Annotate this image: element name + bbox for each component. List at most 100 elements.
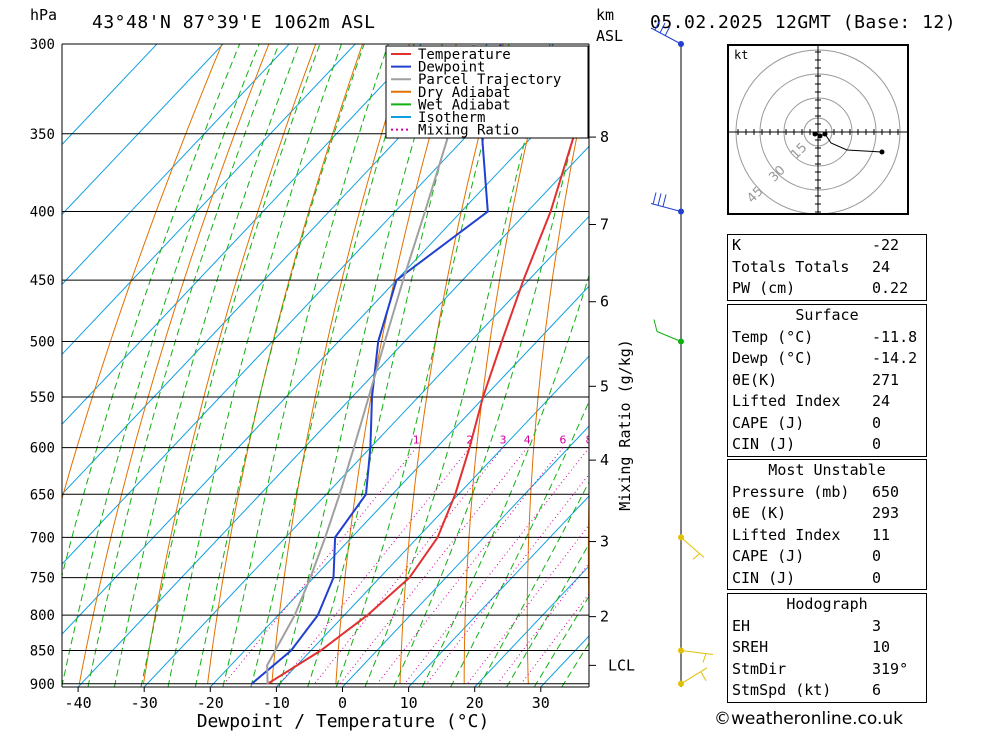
isotherm-line xyxy=(62,44,422,425)
hodo-ring-15: 15 xyxy=(788,140,810,162)
mu-title: Most Unstable xyxy=(768,461,886,479)
km-tick-label: 2 xyxy=(600,608,609,626)
sfc-temp-label: Temp (°C) xyxy=(732,327,814,346)
pressure-tick-label: 450 xyxy=(30,273,55,289)
wet-adiabat-line xyxy=(506,542,589,687)
hodo-point xyxy=(822,131,828,137)
wet-adiabat-line xyxy=(335,44,510,687)
dewpoint-line xyxy=(251,44,502,685)
totals-row: Totals Totals 24 xyxy=(728,257,926,279)
hodo-ring-30: 30 xyxy=(766,163,788,185)
k-index-value: -22 xyxy=(872,236,900,254)
sfc-cin-row: CIN (J) 0 xyxy=(728,434,926,456)
x-axis-label: Dewpoint / Temperature (°C) xyxy=(197,711,490,732)
x-tick-label: -30 xyxy=(131,694,158,712)
totals-value: 24 xyxy=(872,257,891,276)
wind-barb xyxy=(680,649,714,663)
mixing-ratio-line xyxy=(520,593,589,685)
pressure-tick-label: 900 xyxy=(30,677,55,693)
wind-barb xyxy=(650,192,682,213)
km-tick-label: 7 xyxy=(600,215,609,233)
x-tick-label: 0 xyxy=(338,694,347,712)
eh-row: EH 3 xyxy=(728,616,926,638)
k-index-row: K -22 xyxy=(728,235,926,257)
isotherm-line xyxy=(62,44,356,356)
wet-adiabat-line xyxy=(478,481,589,687)
sfc-dewp-row: Dewp (°C) -14.2 xyxy=(728,348,926,370)
mixing-ratio-label: 2 xyxy=(466,434,473,447)
x-tick-label: 20 xyxy=(466,694,484,712)
hodo-point xyxy=(879,149,885,155)
stmspd-label: StmSpd (kt) xyxy=(732,681,832,699)
wind-barb xyxy=(680,537,705,560)
wet-adiabat-line xyxy=(62,44,241,578)
mu-li-value: 11 xyxy=(872,525,891,544)
pressure-tick-label: 750 xyxy=(30,571,55,587)
wet-adiabat-line xyxy=(307,44,475,687)
sfc-cape-value: 0 xyxy=(872,413,882,432)
stmdir-label: StmDir xyxy=(732,659,787,678)
hodo-unit: kt xyxy=(734,48,748,62)
mixing-ratio-label: 25 xyxy=(693,434,707,447)
stmspd-row: StmSpd (kt) 6 xyxy=(728,680,926,702)
isotherm-line xyxy=(62,44,290,286)
wet-adiabat-line xyxy=(450,400,589,687)
isotherm-line xyxy=(143,215,589,687)
pressure-tick-label: 850 xyxy=(30,643,55,659)
sfc-cin-value: 0 xyxy=(872,435,882,453)
mixing-ratio-line xyxy=(404,447,589,685)
isotherm-line xyxy=(62,44,224,216)
mixing-ratio-label: 10 xyxy=(603,434,617,447)
wet-adiabat-line xyxy=(393,69,589,687)
mu-li-label: Lifted Index xyxy=(732,525,841,544)
dry-adiabat-line xyxy=(648,44,691,684)
sfc-dewp-label: Dewp (°C) xyxy=(732,349,814,367)
mixing-ratio-label: 4 xyxy=(524,434,531,447)
mixing-ratio-label: 20 xyxy=(670,434,684,447)
mixing-ratio-label: 8 xyxy=(586,434,593,447)
mu-pressure-row: Pressure (mb) 650 xyxy=(728,482,926,504)
dry-adiabat-line xyxy=(143,44,317,684)
mixing-ratio-label: 1 xyxy=(413,434,420,447)
km-tick-label: LCL xyxy=(608,656,635,674)
wet-adiabat-line xyxy=(533,595,589,687)
sreh-label: SREH xyxy=(732,638,769,656)
pressure-tick-label: 600 xyxy=(30,441,55,457)
km-unit: km xyxy=(596,6,615,24)
eh-label: EH xyxy=(732,616,751,635)
mixing-ratio-axis-label: Mixing Ratio (g/kg) xyxy=(616,339,634,511)
wind-barb xyxy=(650,19,682,45)
legend-box xyxy=(385,45,589,139)
mu-theta-row: θE (K) 293 xyxy=(728,503,926,525)
wet-adiabat-line xyxy=(113,44,300,687)
hodo-point xyxy=(812,131,818,137)
dry-adiabat-line xyxy=(919,44,977,684)
sfc-cape-row: CAPE (J) 0 xyxy=(728,413,926,435)
wind-barb xyxy=(653,319,682,342)
mu-cin-row: CIN (J) 0 xyxy=(728,568,926,590)
x-tick-label: 30 xyxy=(532,694,550,712)
stmspd-value: 6 xyxy=(872,681,882,699)
mu-cin-value: 0 xyxy=(872,568,882,587)
wet-adiabat-line xyxy=(194,44,365,687)
temperature-line xyxy=(267,81,589,685)
pw-row: PW (cm) 0.22 xyxy=(728,278,926,300)
dry-adiabat-line xyxy=(463,44,551,684)
km-tick-label: 6 xyxy=(600,293,609,311)
x-tick-label: 10 xyxy=(400,694,418,712)
stmdir-row: StmDir 319° xyxy=(728,659,926,681)
mixing-ratio-line xyxy=(223,447,417,685)
mixing-ratio-line xyxy=(497,562,589,685)
legend-label: Temperature xyxy=(418,47,511,63)
isotherm-line xyxy=(62,75,589,635)
pressure-tick-label: 650 xyxy=(30,487,55,503)
asl-unit: ASL xyxy=(596,27,624,45)
mixing-ratio-line xyxy=(426,473,589,685)
pressure-tick-label: 300 xyxy=(30,37,55,53)
sreh-row: SREH 10 xyxy=(728,637,926,659)
pressure-tick-label: 550 xyxy=(30,390,55,406)
mu-cape-label: CAPE (J) xyxy=(732,547,805,565)
wet-adiabat-line xyxy=(364,44,550,687)
sfc-li-row: Lifted Index 24 xyxy=(728,391,926,413)
